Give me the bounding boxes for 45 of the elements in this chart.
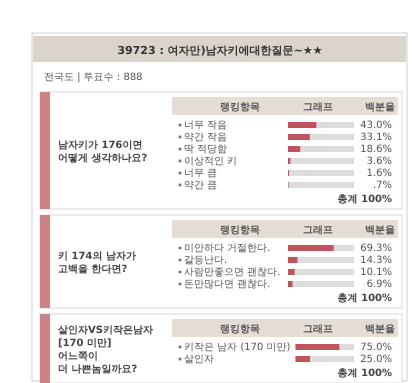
y-tick-label: 갈등난다. xyxy=(184,255,228,266)
y-tick-label: 돈만많다면 괜찮다. xyxy=(184,279,270,290)
annotation: 총계 100% xyxy=(338,293,392,304)
data-label: 3.6% xyxy=(366,156,392,167)
text: 랭킹항목 xyxy=(220,102,260,113)
text: 남자키가 176이면 어떻게 생각하나요? xyxy=(58,140,148,164)
y-tick-label: 사람만좋으면 괜찮다. xyxy=(184,267,280,278)
y-tick-label: 키작은 남자 (170 미만) xyxy=(184,342,291,353)
data-label: 6.9% xyxy=(366,279,392,290)
data-label: 69.3% xyxy=(360,243,392,254)
bar xyxy=(288,269,295,275)
text: 39723 : 여자만)남자키에대한질문~★★ xyxy=(117,44,323,57)
y-tick-label: 미안하다 거절한다. xyxy=(184,243,270,254)
text: 그래프 xyxy=(303,225,333,236)
data-label: 33.1% xyxy=(360,132,392,143)
text: 그래프 xyxy=(303,102,333,113)
y-tick-label: 살인자 xyxy=(184,354,214,365)
text: 랭킹항목 xyxy=(220,324,260,335)
data-label: 75.0% xyxy=(360,342,392,353)
text: 그래프 xyxy=(303,324,333,335)
y-tick-label: 약간 큼 xyxy=(184,180,218,191)
text: 백분율 xyxy=(365,225,395,236)
text: 랭킹항목 xyxy=(220,225,260,236)
annotation: 총계 100% xyxy=(338,194,392,205)
data-label: 14.3% xyxy=(360,255,392,266)
text: 백분율 xyxy=(365,324,395,335)
data-label: 10.1% xyxy=(360,267,392,278)
text: 전국도 | 투표수 : 888 xyxy=(44,72,143,83)
bar xyxy=(288,281,293,287)
data-label: 1.6% xyxy=(366,168,392,179)
y-tick-label: 이상적인 키 xyxy=(184,156,238,167)
text: 백분율 xyxy=(365,102,395,113)
bar xyxy=(288,257,298,263)
text: 키 174의 남자가 고백을 한다면? xyxy=(58,251,136,275)
data-label: .7% xyxy=(372,180,392,191)
y-tick-label: 약간 작음 xyxy=(184,132,228,143)
text: 살인자VS키작은남자 [170 미만] 어느쪽이 더 나쁜놈일까요? xyxy=(58,325,153,375)
data-label: 25.0% xyxy=(360,354,392,365)
y-tick-label: 너무 작음 xyxy=(184,120,228,131)
y-tick-label: 딱 적당함 xyxy=(184,144,228,155)
data-label: 18.6% xyxy=(360,144,392,155)
text: 총계 100% xyxy=(338,368,392,379)
data-label: 43.0% xyxy=(360,120,392,131)
y-tick-label: 너무 큼 xyxy=(184,168,218,179)
bar xyxy=(288,146,300,152)
